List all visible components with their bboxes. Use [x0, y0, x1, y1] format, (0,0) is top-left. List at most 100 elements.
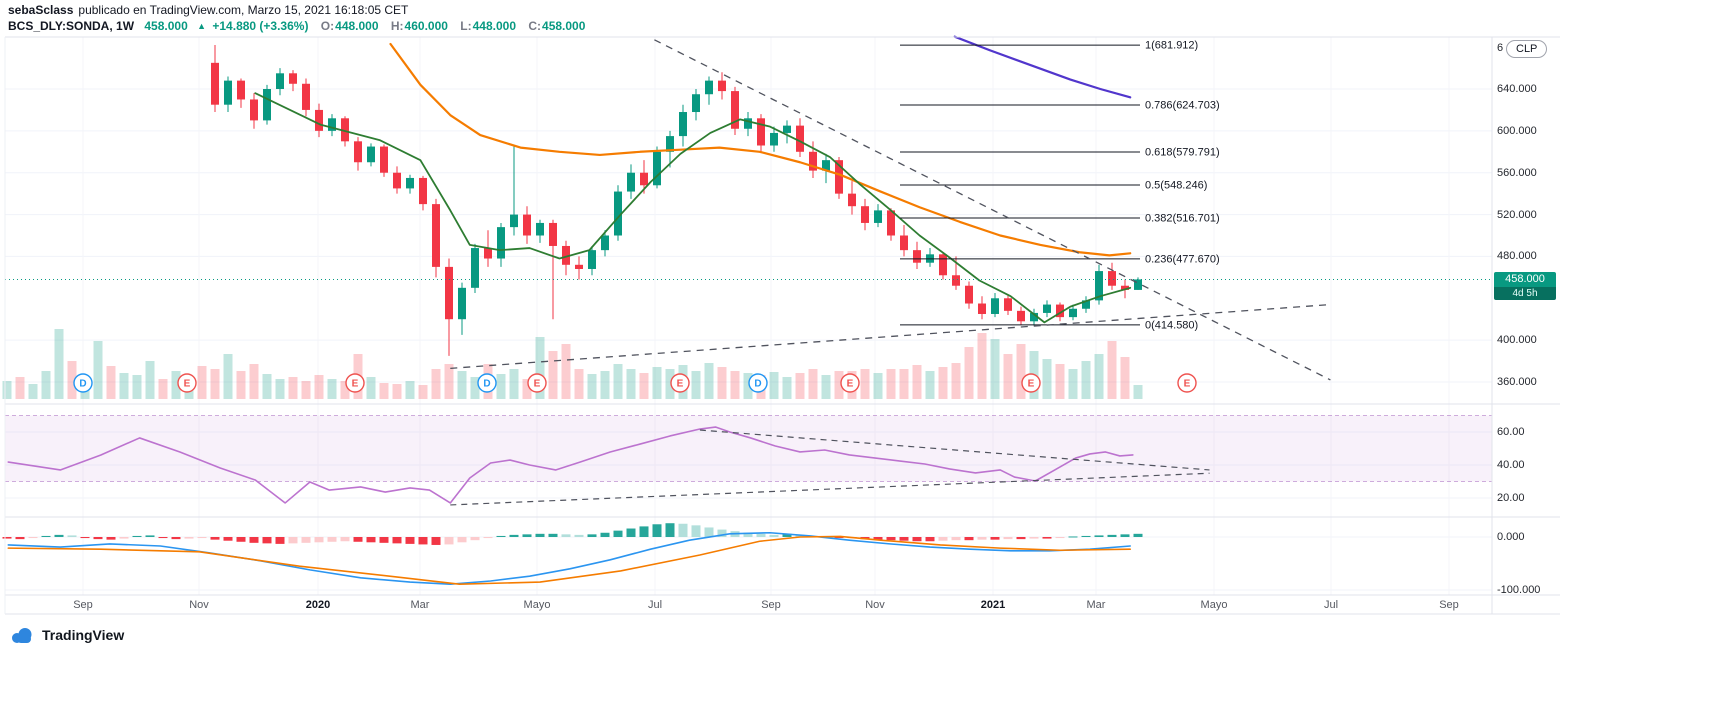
candle-body[interactable] [497, 227, 505, 259]
candle-body[interactable] [406, 177, 414, 189]
candle-body[interactable] [237, 80, 245, 100]
ohlc-low: L:448.000 [460, 19, 516, 33]
candle-body[interactable] [952, 275, 960, 286]
event-marker-e[interactable] [177, 373, 197, 393]
candle-body[interactable] [874, 210, 882, 223]
candle-body[interactable] [731, 91, 739, 129]
candle-body[interactable] [393, 172, 401, 189]
event-marker-e[interactable] [1021, 373, 1041, 393]
candle-body[interactable] [1030, 312, 1038, 322]
time-axis[interactable]: Sep Nov 2020 Mar Mayo Jul Sep Nov 2021 Mar Mayo Jul… [0, 596, 1560, 614]
candle-body[interactable] [1108, 271, 1116, 286]
candle-body[interactable] [1056, 304, 1064, 318]
candle-body[interactable] [302, 83, 310, 110]
candle-body[interactable] [549, 222, 557, 246]
candle-body[interactable] [978, 303, 986, 314]
open-label: O: [320, 19, 335, 33]
candle-body[interactable] [484, 248, 492, 259]
candle-body[interactable] [666, 136, 674, 152]
candle-body[interactable] [211, 62, 219, 105]
candle-body[interactable] [692, 94, 700, 113]
svg-text:E: E [847, 379, 854, 390]
candle-body[interactable] [432, 204, 440, 267]
svg-text:0(414.580): 0(414.580) [1145, 319, 1198, 331]
candle-body[interactable] [614, 191, 622, 236]
rsi-scale-label: 60.00 [1497, 426, 1525, 438]
candle-body[interactable] [588, 250, 596, 269]
event-marker-d[interactable] [477, 373, 497, 393]
candle-body[interactable] [887, 210, 895, 236]
candle-body[interactable] [640, 172, 648, 186]
candle-body[interactable] [380, 146, 388, 173]
candle-body[interactable] [1095, 271, 1103, 301]
candle-body[interactable] [939, 254, 947, 276]
tradingview-cloud-icon [12, 628, 32, 643]
price-scale-label: 640.000 [1497, 83, 1537, 95]
candle-body[interactable] [341, 118, 349, 142]
candle-body[interactable] [562, 245, 570, 265]
candle-body[interactable] [1017, 310, 1025, 322]
rsi-scale-label: 40.00 [1497, 459, 1525, 471]
event-marker-e[interactable] [1177, 373, 1197, 393]
candle-body[interactable] [458, 287, 466, 320]
candle-body[interactable] [627, 172, 635, 192]
svg-text:E: E [1184, 379, 1191, 390]
event-marker-d[interactable] [748, 373, 768, 393]
candle-body[interactable] [536, 222, 544, 236]
candle-body[interactable] [445, 266, 453, 320]
tradingview-logo[interactable]: TradingView [10, 626, 124, 644]
candle-body[interactable] [679, 112, 687, 137]
candle-body[interactable] [757, 118, 765, 146]
candle-body[interactable] [1004, 298, 1012, 311]
candle-body[interactable] [315, 109, 323, 131]
candle-body[interactable] [991, 298, 999, 314]
candle-body[interactable] [1134, 279, 1142, 290]
candle-body[interactable] [575, 264, 583, 269]
candle-body[interactable] [861, 206, 869, 223]
currency-toggle[interactable]: CLP [1506, 40, 1548, 58]
candle-body[interactable] [653, 151, 661, 186]
candle-body[interactable] [835, 160, 843, 194]
candle-body[interactable] [744, 118, 752, 129]
event-marker-d[interactable] [73, 373, 93, 393]
candle-body[interactable] [1043, 304, 1051, 313]
candle-body[interactable] [250, 99, 258, 121]
candle-body[interactable] [705, 80, 713, 95]
candle-body[interactable] [913, 250, 921, 263]
close-value: 458.000 [542, 19, 586, 33]
candle-body[interactable] [471, 248, 479, 288]
candle-body[interactable] [224, 80, 232, 105]
symbol-info-line: BCS_DLY:SONDA, 1W 458.000 ▲ +14.880 (+3.… [8, 19, 585, 33]
candle-body[interactable] [276, 73, 284, 89]
candle-body[interactable] [419, 177, 427, 205]
candle-body[interactable] [1082, 300, 1090, 309]
candle-body[interactable] [354, 141, 362, 163]
event-marker-e[interactable] [840, 373, 860, 393]
candle-body[interactable] [510, 214, 518, 228]
event-marker-e[interactable] [527, 373, 547, 393]
candle-body[interactable] [809, 151, 817, 171]
candle-body[interactable] [783, 125, 791, 133]
candle-body[interactable] [289, 73, 297, 84]
candle-body[interactable] [523, 214, 531, 236]
candle-body[interactable] [601, 235, 609, 251]
candle-body[interactable] [900, 235, 908, 251]
fibonacci-retracement: 1(681.912) 0.786(624.703) 0.618(579.791) 0.… [900, 40, 1220, 331]
candle-body[interactable] [328, 118, 336, 131]
close-label: C: [528, 19, 542, 33]
ohlc-high: H:460.000 [391, 19, 448, 33]
candle-body[interactable] [367, 146, 375, 163]
partial-price-label: 6 [1497, 42, 1504, 54]
event-marker-e[interactable] [670, 373, 690, 393]
candle-body[interactable] [718, 80, 726, 92]
event-marker-e[interactable] [345, 373, 365, 393]
candle-body[interactable] [1121, 285, 1129, 290]
candle-body[interactable] [848, 193, 856, 207]
candle-body[interactable] [1069, 308, 1077, 318]
candle-body[interactable] [770, 132, 778, 146]
candle-body[interactable] [822, 160, 830, 171]
candle-body[interactable] [796, 125, 804, 152]
candle-body[interactable] [965, 285, 973, 304]
candle-body[interactable] [263, 89, 271, 121]
